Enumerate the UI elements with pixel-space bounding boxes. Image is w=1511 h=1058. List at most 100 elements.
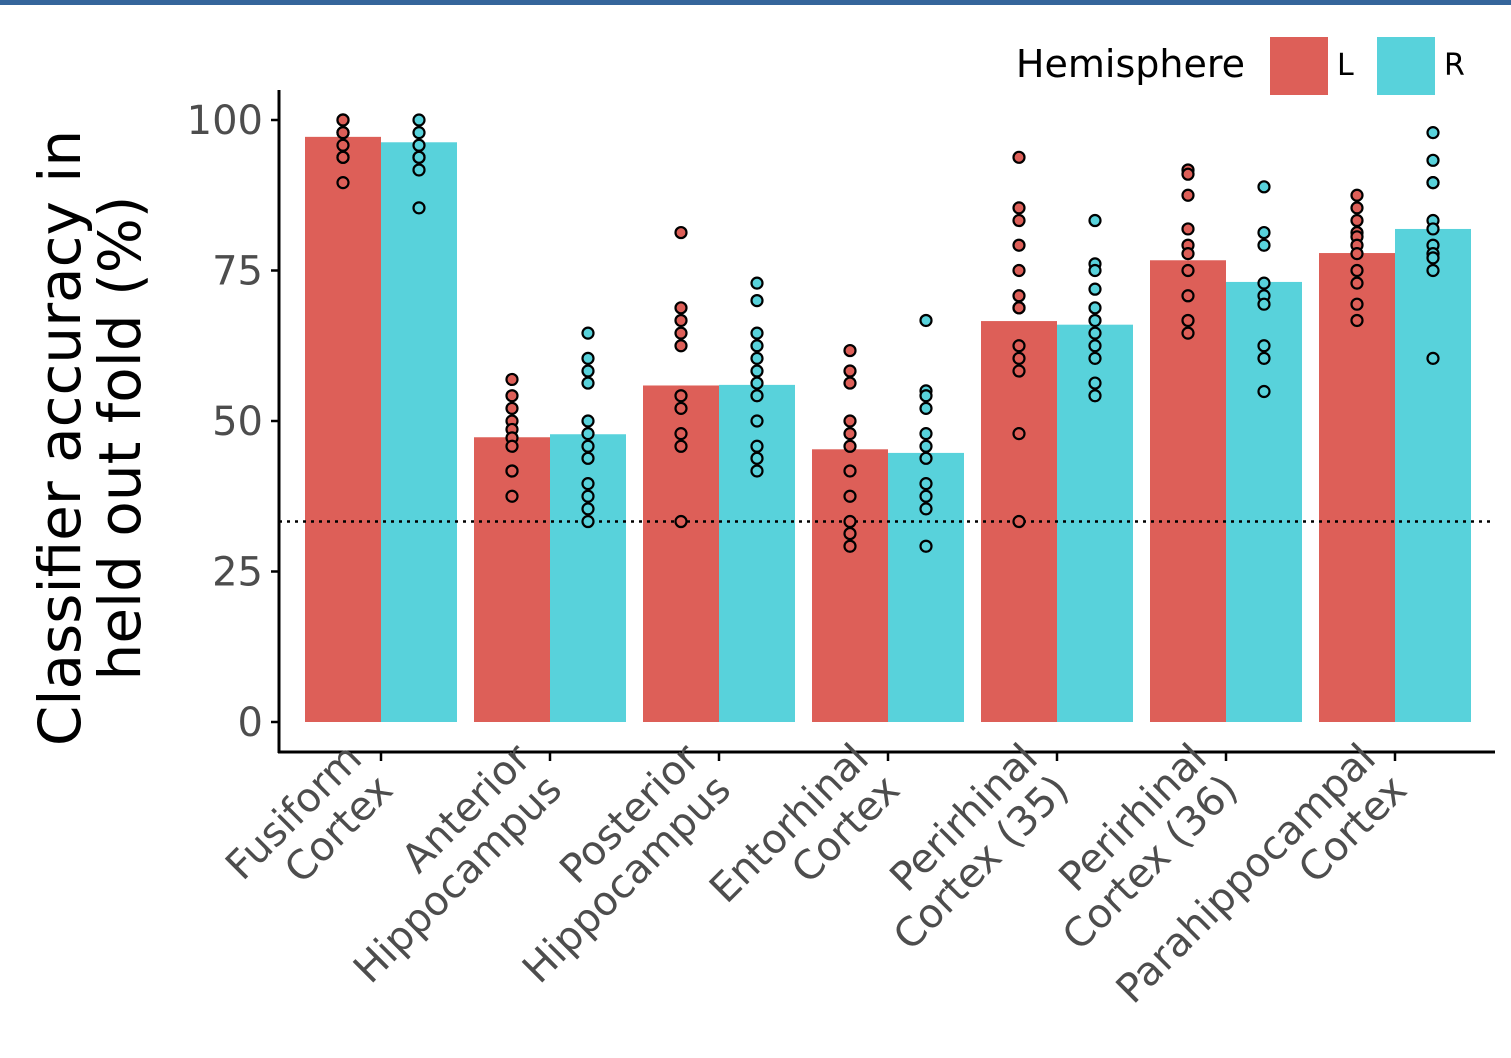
point-l-3-7	[843, 489, 857, 503]
point-r-4-7	[1088, 339, 1102, 353]
point-l-6-6	[1350, 247, 1364, 261]
point-r-2-5	[750, 364, 764, 378]
point-l-6-1	[1350, 201, 1364, 215]
point-r-2-4	[750, 351, 764, 365]
point-l-4-2	[1012, 213, 1026, 228]
point-r-1-2	[581, 364, 595, 378]
point-r-3-10	[919, 539, 933, 553]
bar-l-1	[474, 437, 550, 722]
point-l-5-6	[1181, 263, 1195, 278]
point-r-3-4	[919, 427, 933, 441]
point-r-4-8	[1088, 351, 1102, 365]
point-r-4-3	[1088, 282, 1102, 296]
point-l-0-9	[336, 126, 350, 140]
point-r-6-0	[1426, 126, 1440, 140]
point-l-4-0	[1012, 150, 1026, 164]
point-l-1-0	[505, 372, 519, 387]
legend-key-r	[1377, 37, 1435, 95]
point-l-3-8	[843, 514, 857, 529]
point-r-3-9	[919, 502, 933, 516]
point-r-1-7	[581, 451, 595, 465]
point-r-5-1	[1257, 225, 1271, 240]
point-r-6-5	[1426, 222, 1440, 236]
point-l-2-8	[674, 439, 688, 453]
point-l-2-1	[674, 301, 688, 315]
point-r-3-8	[919, 489, 933, 503]
point-r-2-11	[750, 464, 764, 478]
point-r-0-0	[412, 113, 426, 127]
point-l-4-3	[1012, 238, 1026, 252]
point-r-3-5	[919, 439, 933, 453]
point-r-0-5	[412, 163, 426, 177]
point-l-0-4	[336, 138, 350, 152]
point-l-2-6	[674, 401, 688, 415]
bar-l-0	[305, 136, 381, 722]
point-r-1-9	[581, 489, 595, 503]
point-l-3-3	[843, 414, 857, 428]
point-r-6-10	[1426, 351, 1440, 365]
bar-r-2	[719, 384, 795, 722]
point-l-3-4	[843, 427, 857, 441]
point-l-1-8	[505, 464, 519, 478]
y-tick-label: 25	[212, 550, 263, 596]
point-l-6-9	[1350, 297, 1364, 311]
point-r-1-4	[581, 414, 595, 428]
bar-r-6	[1395, 228, 1471, 722]
y-tick-label: 50	[212, 399, 263, 445]
point-l-4-1	[1012, 201, 1026, 215]
y-tick-label: 0	[238, 700, 263, 746]
point-l-4-7	[1012, 301, 1026, 315]
legend-title: Hemisphere	[1016, 42, 1245, 86]
point-l-2-0	[674, 225, 688, 240]
y-axis-title-line: held out fold (%)	[86, 196, 154, 681]
point-r-5-0	[1257, 180, 1271, 194]
point-r-6-3	[1426, 176, 1440, 190]
point-r-6-1	[1426, 153, 1440, 167]
point-l-4-8	[1012, 339, 1026, 353]
point-r-4-9	[1088, 376, 1102, 390]
point-r-1-5	[581, 427, 595, 441]
point-r-6-8	[1426, 251, 1440, 265]
point-r-1-11	[581, 514, 595, 529]
point-r-4-4	[1088, 301, 1102, 315]
point-r-5-7	[1257, 351, 1271, 365]
legend-key-l	[1270, 37, 1328, 95]
point-l-6-10	[1350, 313, 1364, 328]
point-l-5-3	[1181, 222, 1195, 236]
point-r-5-5	[1257, 297, 1271, 311]
legend-label-l: L	[1337, 48, 1354, 83]
point-r-2-2	[750, 326, 764, 340]
top-bar	[0, 0, 1511, 5]
point-r-2-10	[750, 451, 764, 465]
point-l-4-5	[1012, 289, 1026, 303]
point-r-2-6	[750, 376, 764, 390]
point-r-4-0	[1088, 213, 1102, 228]
point-l-5-9	[1181, 326, 1195, 340]
point-r-5-6	[1257, 339, 1271, 353]
point-r-3-2	[919, 389, 933, 403]
point-l-5-8	[1181, 313, 1195, 328]
point-r-2-7	[750, 389, 764, 403]
point-r-1-10	[581, 502, 595, 516]
point-l-1-1	[505, 389, 519, 403]
point-l-1-6	[505, 439, 519, 453]
point-l-2-4	[674, 339, 688, 353]
point-r-2-9	[750, 439, 764, 453]
point-l-5-5	[1181, 247, 1195, 261]
point-r-6-9	[1426, 263, 1440, 278]
point-l-0-8	[336, 113, 350, 127]
legend-label-r: R	[1444, 48, 1465, 83]
point-l-3-9	[843, 526, 857, 541]
point-r-1-6	[581, 439, 595, 453]
point-l-5-1	[1181, 167, 1195, 181]
point-r-2-3	[750, 339, 764, 353]
point-l-4-4	[1012, 263, 1026, 278]
point-l-4-11	[1012, 427, 1026, 441]
point-r-3-3	[919, 401, 933, 415]
point-l-2-9	[674, 514, 688, 529]
plot-area	[279, 113, 1495, 723]
point-r-2-0	[750, 276, 764, 290]
